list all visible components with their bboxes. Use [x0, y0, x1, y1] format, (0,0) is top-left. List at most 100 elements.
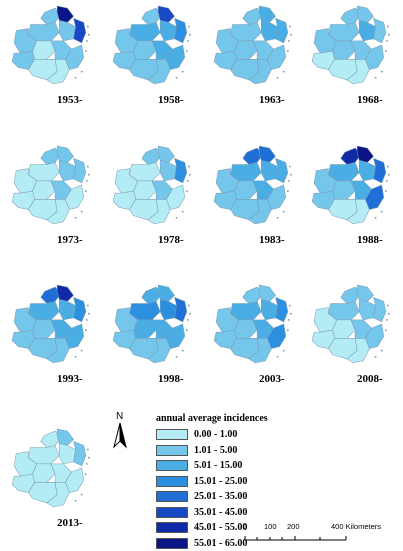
island-4: [283, 350, 285, 352]
legend-label: 55.01 - 65.00: [194, 538, 247, 549]
region-5: [333, 320, 356, 338]
island-1: [189, 34, 191, 36]
province-map: [5, 4, 97, 88]
legend-swatch: [156, 491, 188, 502]
legend-swatch: [156, 445, 188, 456]
island-0: [87, 449, 89, 451]
island-0: [289, 166, 291, 168]
region-4: [160, 299, 176, 319]
legend-label: 1.01 - 5.00: [194, 445, 237, 456]
island-4: [283, 71, 285, 73]
region-6: [374, 18, 386, 43]
year-label: 2013-: [57, 517, 83, 529]
year-label: 1963-: [259, 94, 285, 106]
region-5: [333, 41, 356, 59]
north-arrow: N: [110, 411, 130, 451]
island-0: [387, 305, 389, 307]
island-0: [87, 26, 89, 28]
legend-title: annual average incidences: [156, 413, 306, 424]
island-3: [85, 50, 87, 52]
legend-label: 45.01 - 55.00: [194, 522, 247, 533]
region-6: [74, 18, 86, 43]
region-4: [59, 20, 75, 40]
island-0: [387, 166, 389, 168]
region-1: [357, 6, 373, 22]
region-5: [33, 320, 56, 338]
region-6: [175, 18, 187, 43]
region-4: [59, 299, 75, 319]
map-panel: 2003-: [207, 283, 299, 383]
island-2: [86, 319, 88, 321]
region-4: [359, 20, 375, 40]
island-0: [188, 305, 190, 307]
legend-swatch: [156, 538, 188, 549]
island-3: [287, 50, 289, 52]
legend-item: 35.01 - 45.00: [156, 505, 306, 521]
legend-swatch: [156, 476, 188, 487]
island-1: [88, 457, 90, 459]
year-label: 1993-: [57, 373, 83, 385]
region-5: [235, 181, 258, 199]
province-map: [106, 4, 198, 88]
island-1: [388, 313, 390, 315]
island-5: [375, 356, 377, 358]
island-2: [86, 40, 88, 42]
north-label: N: [116, 411, 123, 422]
island-2: [386, 180, 388, 182]
island-0: [87, 166, 89, 168]
island-2: [288, 40, 290, 42]
region-5: [134, 41, 157, 59]
map-panel: 1978-: [106, 144, 198, 244]
region-1: [57, 429, 73, 445]
island-1: [290, 174, 292, 176]
region-6: [74, 297, 86, 322]
region-6: [175, 158, 187, 183]
island-5: [75, 500, 77, 502]
region-6: [74, 441, 86, 466]
island-5: [277, 77, 279, 79]
legend-swatch: [156, 429, 188, 440]
scale-label-200: 200: [287, 522, 300, 531]
region-1: [57, 146, 73, 162]
region-5: [33, 464, 56, 482]
region-1: [259, 146, 275, 162]
legend-label: 0.00 - 1.00: [194, 429, 237, 440]
region-4: [261, 20, 277, 40]
island-3: [186, 190, 188, 192]
region-5: [134, 181, 157, 199]
region-5: [235, 320, 258, 338]
island-2: [86, 180, 88, 182]
province-map: [106, 283, 198, 367]
legend-label: 35.01 - 45.00: [194, 507, 247, 518]
map-panel: 1988-: [305, 144, 397, 244]
island-4: [182, 71, 184, 73]
island-0: [188, 166, 190, 168]
province-map: [207, 283, 299, 367]
province-map: [106, 144, 198, 228]
region-4: [160, 20, 176, 40]
island-5: [75, 356, 77, 358]
island-2: [288, 180, 290, 182]
island-0: [87, 305, 89, 307]
scale-label-400: 400 Kilometers: [331, 522, 381, 531]
island-2: [288, 319, 290, 321]
island-5: [176, 356, 178, 358]
region-1: [57, 6, 73, 22]
island-4: [182, 350, 184, 352]
island-2: [187, 40, 189, 42]
island-3: [287, 329, 289, 331]
region-6: [74, 158, 86, 183]
region-5: [134, 320, 157, 338]
island-2: [86, 463, 88, 465]
region-1: [357, 146, 373, 162]
island-2: [386, 319, 388, 321]
region-5: [33, 181, 56, 199]
map-panel: 1973-: [5, 144, 97, 244]
region-1: [259, 6, 275, 22]
island-1: [88, 174, 90, 176]
region-6: [374, 158, 386, 183]
map-panel: 1993-: [5, 283, 97, 383]
province-map: [5, 283, 97, 367]
island-4: [283, 211, 285, 213]
island-3: [85, 190, 87, 192]
